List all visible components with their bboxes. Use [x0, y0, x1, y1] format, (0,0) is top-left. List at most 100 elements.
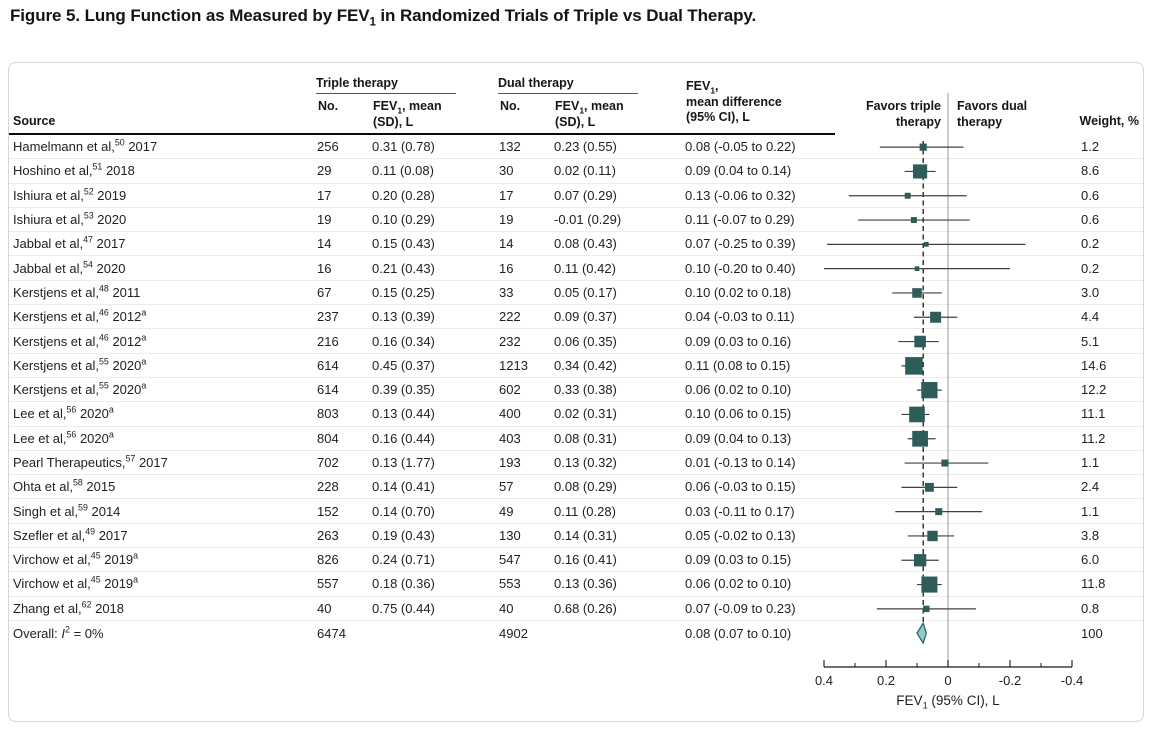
- dual-n-cell: 193: [499, 455, 521, 470]
- forest-table-body: Hamelmann et al,50 2017 256 0.31 (0.78) 132…: [9, 135, 1143, 645]
- table-row: Singh et al,59 2014 152 0.14 (0.70) 49 0.11 …: [9, 499, 1143, 524]
- source-cell: Lee et al,56 2020a: [13, 429, 114, 446]
- source-cell: Virchow et al,45 2019a: [13, 575, 139, 592]
- triple-n-cell: 6474: [317, 625, 346, 641]
- table-row: Kerstjens et al,55 2020a 614 0.45 (0.37) 12…: [9, 354, 1143, 378]
- mean-difference-cell: 0.06 (0.02 to 0.10): [685, 576, 792, 592]
- weight-cell: 0.6: [1081, 187, 1100, 203]
- weight-cell: 14.6: [1081, 357, 1107, 373]
- triple-n-cell: 228: [317, 479, 339, 495]
- table-row: Kerstjens et al,46 2012a 237 0.13 (0.39) 22…: [9, 305, 1143, 330]
- table-row: Ohta et al,58 2015 228 0.14 (0.41) 57 0.08 (…: [9, 475, 1143, 500]
- triple-fev-cell: 0.45 (0.37): [372, 357, 435, 373]
- triple-n-cell: 152: [317, 503, 339, 519]
- mean-difference-cell: 0.09 (0.04 to 0.13): [685, 430, 792, 446]
- source-cell: Pearl Therapeutics,57 2017: [13, 453, 168, 470]
- table-row: Jabbal et al,47 2017 14 0.15 (0.43) 14 0.08 …: [9, 232, 1143, 257]
- x-tick-label: 0.4: [815, 673, 833, 688]
- weight-cell: 4.4: [1081, 309, 1100, 325]
- triple-fev-cell: 0.15 (0.25): [372, 284, 435, 300]
- dual-fev-cell: 0.07 (0.29): [554, 187, 617, 203]
- triple-n-cell: 263: [317, 527, 339, 543]
- diff-header-line3: (95% CI), L: [686, 110, 750, 124]
- triple-fev-cell: 0.24 (0.71): [372, 552, 435, 568]
- mean-difference-cell: 0.08 (-0.05 to 0.22): [685, 139, 796, 155]
- mean-difference-cell: 0.06 (-0.03 to 0.15): [685, 479, 796, 495]
- source-cell: Kerstjens et al,55 2020a: [13, 380, 147, 398]
- triple-fev-cell: 0.21 (0.43): [372, 260, 435, 276]
- mean-difference-cell: 0.07 (-0.25 to 0.39): [685, 236, 796, 252]
- triple-n-cell: 256: [317, 139, 339, 155]
- triple-fev-cell: 0.19 (0.43): [372, 527, 435, 543]
- mean-difference-cell: 0.05 (-0.02 to 0.13): [685, 527, 796, 543]
- favors-dual-line1: Favors dual: [957, 99, 1028, 113]
- dual-fev-cell: 0.14 (0.31): [554, 527, 617, 543]
- figure-title: Figure 5. Lung Function as Measured by F…: [10, 6, 757, 29]
- dual-n-cell: 40: [499, 600, 514, 616]
- source-cell: Jabbal et al,47 2017: [13, 235, 126, 252]
- triple-n-cell: 40: [317, 600, 332, 616]
- fev-header-line2: (SD), L: [555, 114, 596, 129]
- dual-fev-cell: 0.08 (0.43): [554, 236, 617, 252]
- fev-header-line1: FEV1, mean: [555, 99, 624, 116]
- column-header-triple-therapy: Triple therapy: [316, 76, 456, 94]
- weight-cell: 1.1: [1081, 455, 1100, 470]
- mean-difference-cell: 0.09 (0.03 to 0.15): [685, 552, 792, 568]
- mean-difference-cell: 0.03 (-0.11 to 0.17): [685, 503, 795, 519]
- column-header-dual-fev: FEV1, mean (SD), L: [555, 99, 624, 130]
- triple-n-cell: 17: [317, 187, 332, 203]
- weight-cell: 12.2: [1081, 382, 1107, 398]
- triple-n-cell: 16: [317, 260, 332, 276]
- weight-cell: 0.6: [1081, 212, 1100, 228]
- table-row: Szefler et al,49 2017 263 0.19 (0.43) 130 0.…: [9, 524, 1143, 549]
- dual-fev-cell: 0.11 (0.42): [554, 260, 616, 276]
- dual-n-cell: 403: [499, 430, 521, 446]
- diff-header-line2: mean difference: [686, 94, 782, 109]
- triple-n-cell: 29: [317, 163, 332, 179]
- dual-n-cell: 4902: [499, 625, 528, 641]
- dual-fev-cell: 0.02 (0.31): [554, 406, 617, 422]
- table-row: Kerstjens et al,55 2020a 614 0.39 (0.35) 60…: [9, 378, 1143, 403]
- dual-fev-cell: -0.01 (0.29): [554, 212, 622, 228]
- source-cell: Hamelmann et al,50 2017: [13, 137, 158, 155]
- dual-n-cell: 49: [499, 503, 514, 519]
- triple-fev-cell: 0.16 (0.34): [372, 333, 435, 349]
- triple-n-cell: 14: [317, 236, 332, 252]
- column-header-mean-difference: FEV1, mean difference (95% CI), L: [686, 79, 782, 126]
- overall-row: Overall: I2 = 0% 6474 4902 0.08 (0.07 to 0.…: [9, 621, 1143, 645]
- table-row: Lee et al,56 2020a 803 0.13 (0.44) 400 0.02 …: [9, 402, 1143, 427]
- column-header-triple-fev: FEV1, mean (SD), L: [373, 99, 442, 130]
- table-row: Ishiura et al,52 2019 17 0.20 (0.28) 17 0.07…: [9, 184, 1143, 208]
- dual-n-cell: 19: [499, 212, 514, 228]
- mean-difference-cell: 0.13 (-0.06 to 0.32): [685, 187, 796, 203]
- triple-fev-cell: 0.20 (0.28): [372, 187, 435, 203]
- dual-fev-cell: 0.16 (0.41): [554, 552, 617, 568]
- table-row: Kerstjens et al,46 2012a 216 0.16 (0.34) 23…: [9, 329, 1143, 354]
- source-cell: Ishiura et al,52 2019: [13, 186, 127, 203]
- source-cell: Jabbal et al,54 2020: [13, 259, 126, 276]
- source-cell: Kerstjens et al,46 2012a: [13, 332, 147, 349]
- favors-triple-line2: therapy: [895, 114, 941, 129]
- dual-fev-cell: 0.02 (0.11): [554, 163, 616, 179]
- triple-fev-cell: 0.75 (0.44): [372, 600, 435, 616]
- dual-n-cell: 14: [499, 236, 514, 252]
- table-row: Hamelmann et al,50 2017 256 0.31 (0.78) 132…: [9, 135, 1143, 160]
- mean-difference-cell: 0.08 (0.07 to 0.10): [685, 625, 792, 641]
- triple-n-cell: 67: [317, 284, 332, 300]
- source-cell: Hoshino et al,51 2018: [13, 162, 135, 179]
- table-row: Lee et al,56 2020a 804 0.16 (0.44) 403 0.08 …: [9, 427, 1143, 451]
- triple-n-cell: 804: [317, 430, 339, 446]
- column-header-triple-no: No.: [318, 99, 339, 113]
- dual-fev-cell: 0.11 (0.28): [554, 503, 616, 519]
- x-axis-label: FEV1 (95% CI), L: [896, 693, 1000, 711]
- source-cell: Lee et al,56 2020a: [13, 405, 114, 422]
- mean-difference-cell: 0.01 (-0.13 to 0.14): [685, 455, 796, 470]
- triple-n-cell: 826: [317, 552, 339, 568]
- source-cell: Kerstjens et al,55 2020a: [13, 356, 147, 373]
- table-row: Kerstjens et al,48 2011 67 0.15 (0.25) 33 0.…: [9, 281, 1143, 306]
- dual-n-cell: 57: [499, 479, 514, 495]
- weight-cell: 11.8: [1081, 576, 1106, 592]
- dual-n-cell: 30: [499, 163, 514, 179]
- source-cell: Singh et al,59 2014: [13, 502, 121, 519]
- table-row: Ishiura et al,53 2020 19 0.10 (0.29) 19 -0.0…: [9, 208, 1143, 233]
